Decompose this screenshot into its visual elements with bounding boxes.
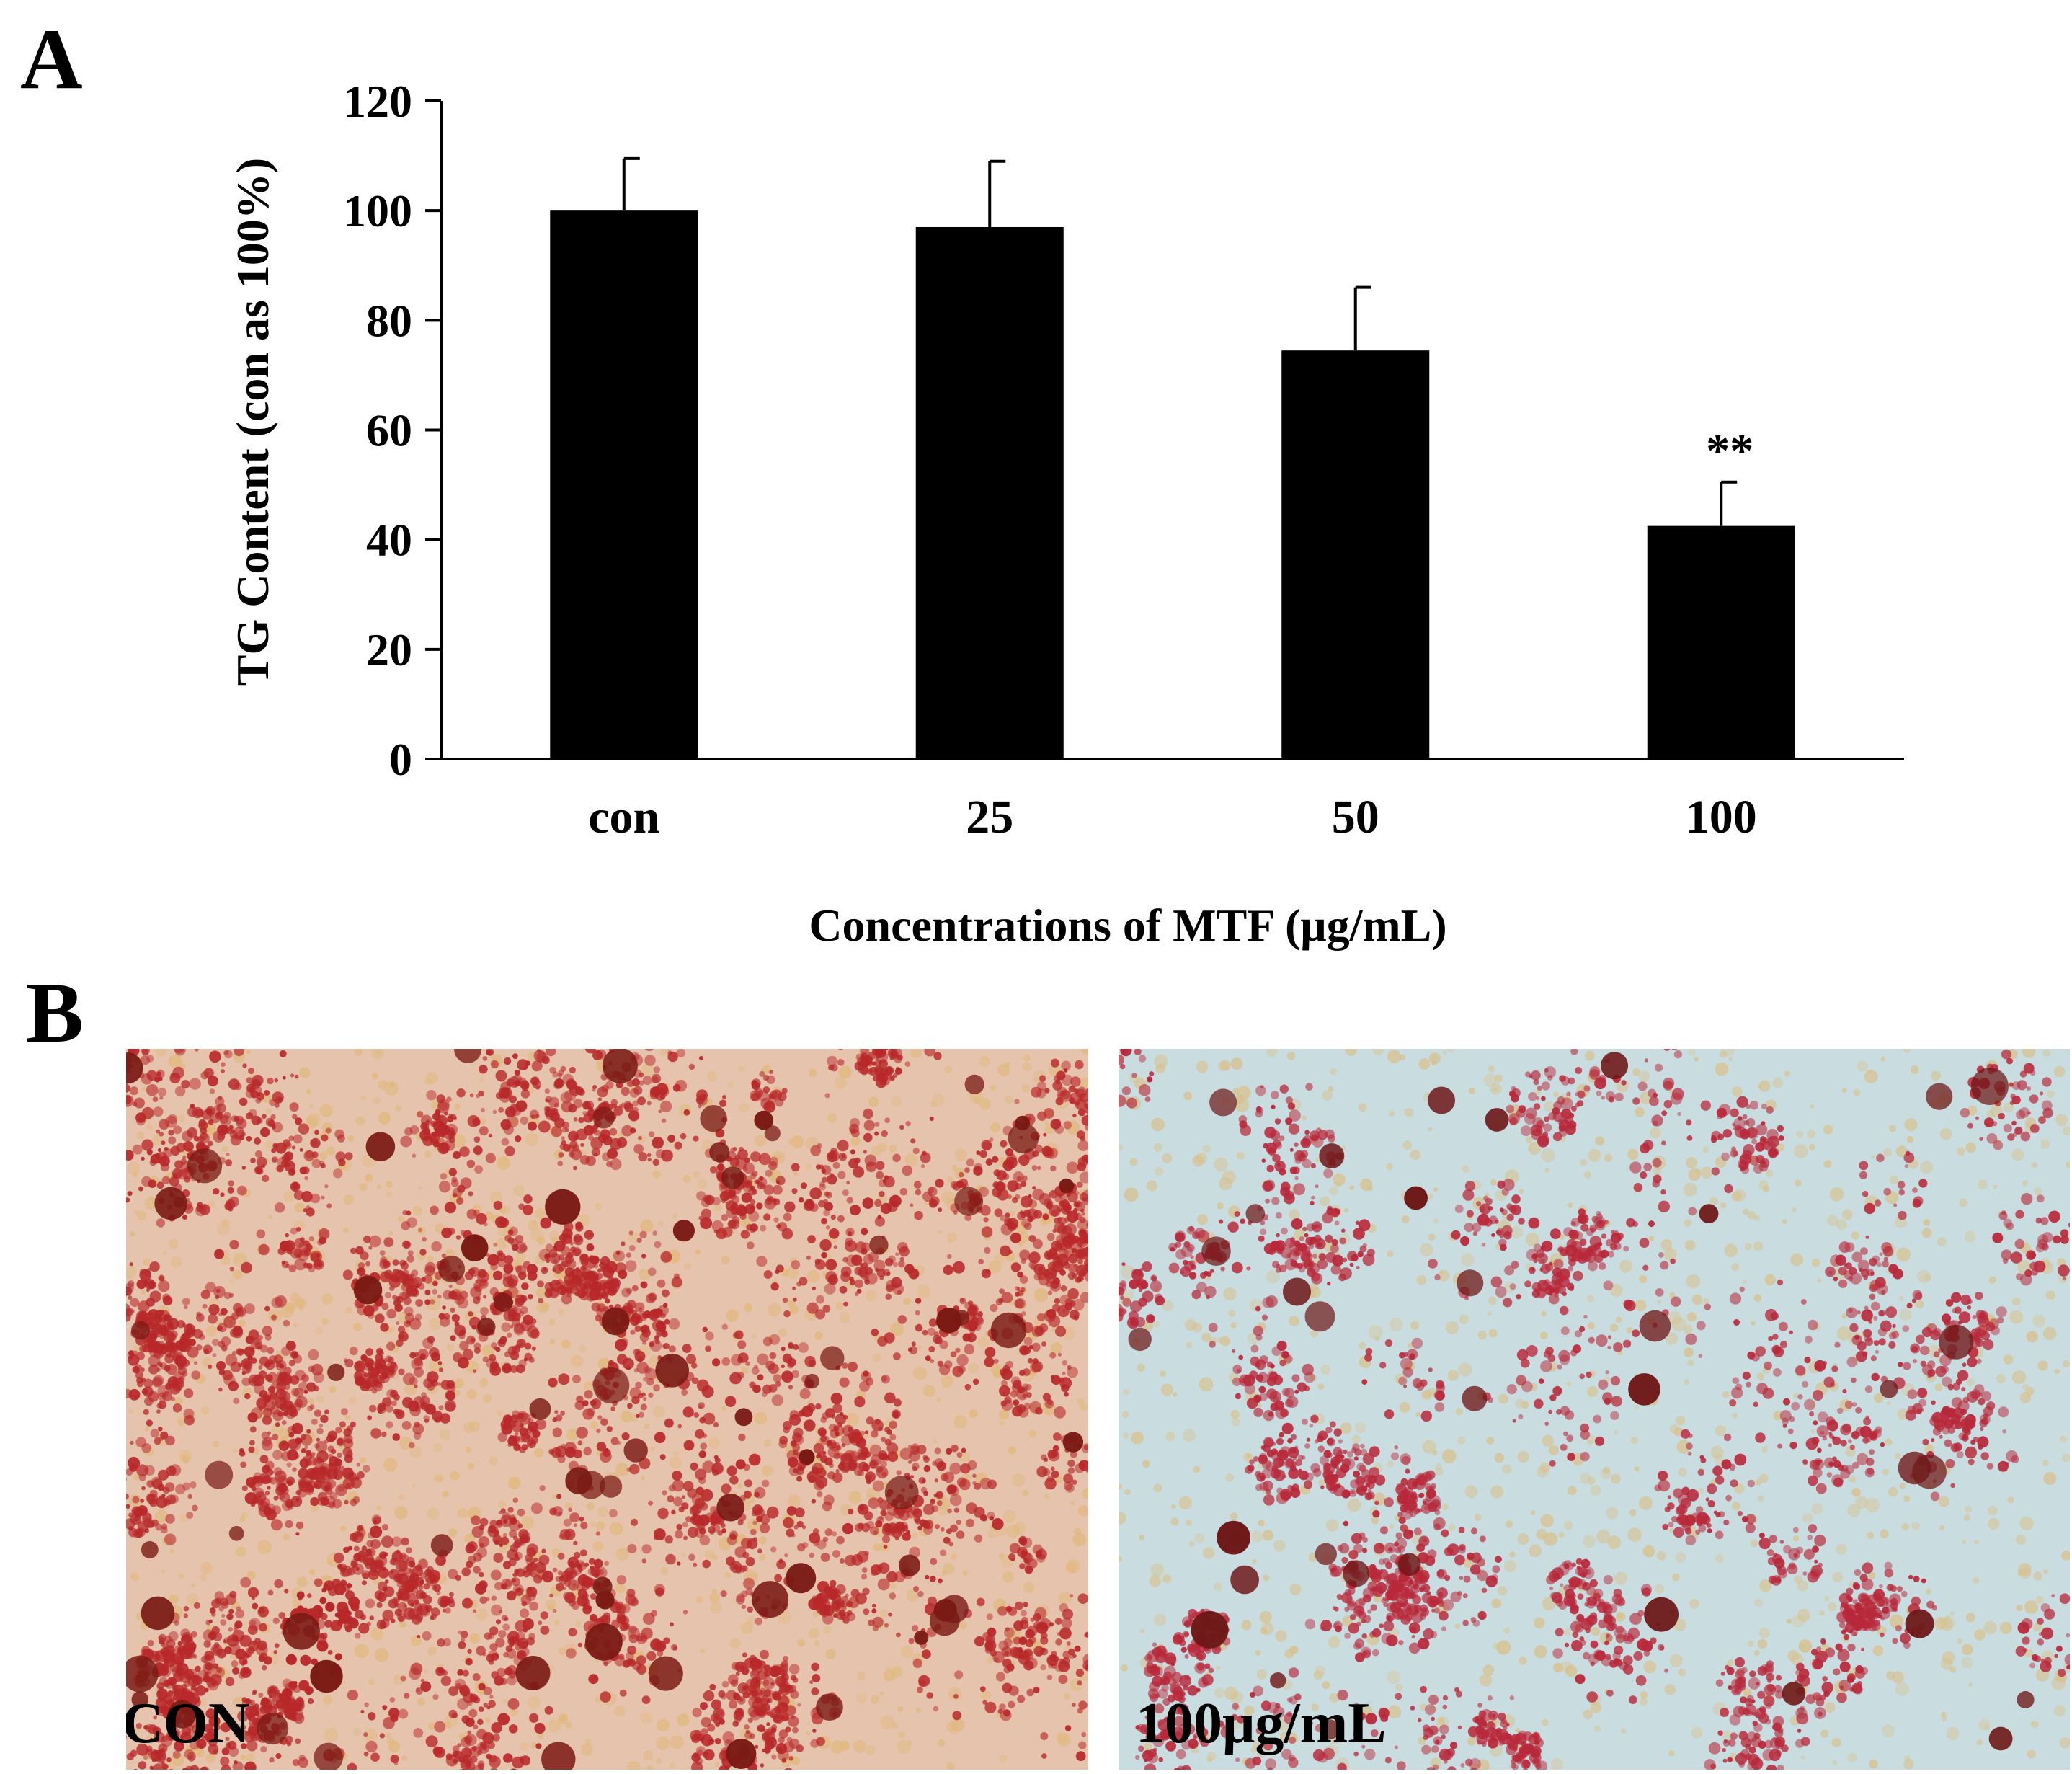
- x-tick-label: 100: [1686, 791, 1757, 843]
- oil-red-o-stain-mtf-100: [1119, 1049, 2070, 1770]
- oil-red-o-stain-control: [126, 1049, 1088, 1770]
- tg-content-bar-chart: 0 20 40 60 80 100 120 con 25 50 100 ** TG Content…: [227, 76, 1904, 951]
- bar-25: [915, 226, 1064, 759]
- micrograph-mtf-100: 100μg/mL: [1119, 1049, 2070, 1770]
- y-tick-label: 100: [343, 185, 412, 236]
- panel-label-b: B: [26, 964, 84, 1060]
- y-tick-label: 20: [366, 624, 412, 675]
- y-tick-label: 80: [366, 295, 412, 346]
- bar-con: [550, 210, 698, 760]
- y-axis-title: TG Content (con as 100%): [227, 158, 278, 686]
- x-axis: con 25 50 100: [441, 758, 1904, 843]
- bars: **: [550, 156, 1795, 760]
- micrograph-caption-mtf-100: 100μg/mL: [1136, 1692, 1387, 1755]
- y-tick-label: 60: [366, 405, 412, 456]
- x-tick-label: con: [588, 791, 659, 843]
- y-tick-label: 0: [389, 734, 412, 785]
- x-tick-label: 25: [966, 791, 1013, 843]
- significance-marker: **: [1706, 425, 1753, 477]
- y-tick-label: 120: [343, 76, 412, 127]
- micrograph-control: CON: [126, 1049, 1088, 1770]
- y-tick-label: 40: [366, 515, 412, 566]
- bar-50: [1281, 350, 1430, 759]
- micrograph-caption-control: CON: [126, 1692, 250, 1755]
- panel-label-a: A: [20, 11, 83, 107]
- y-axis: 0 20 40 60 80 100 120: [343, 76, 443, 785]
- x-tick-label: 50: [1332, 791, 1379, 843]
- x-axis-title: Concentrations of MTF (μg/mL): [809, 900, 1446, 951]
- bar-100: [1647, 525, 1795, 759]
